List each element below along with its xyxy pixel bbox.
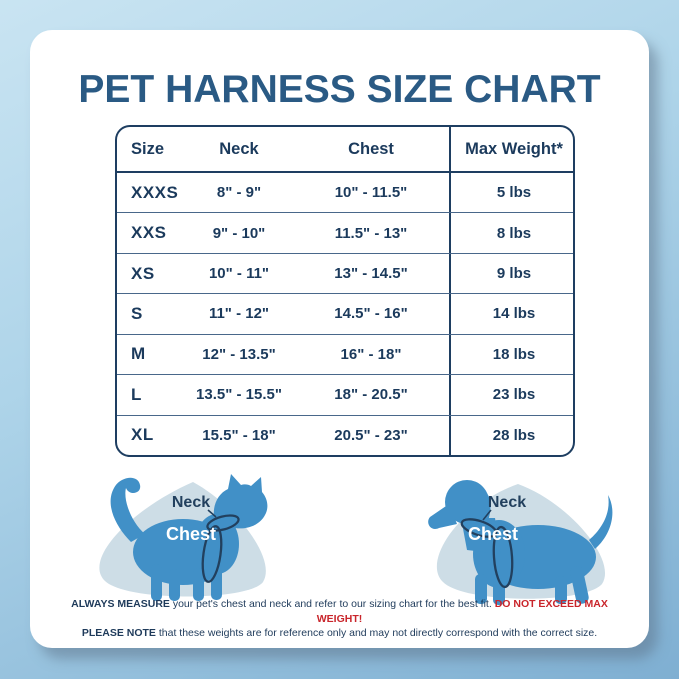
measurement-loops bbox=[201, 509, 240, 583]
column-header-max-weight: Max Weight* bbox=[449, 127, 573, 171]
max-weight-value: 14 lbs bbox=[449, 294, 573, 334]
footer-note: ALWAYS MEASURE your pet's chest and neck… bbox=[50, 597, 629, 641]
page-title: PET HARNESS SIZE CHART bbox=[78, 68, 601, 111]
dog-measurement-diagram: Neck Chest bbox=[428, 480, 613, 605]
size-value: M bbox=[131, 344, 146, 364]
footer-line-note: PLEASE NOTE that these weights are for r… bbox=[50, 626, 629, 641]
size-value: XS bbox=[131, 263, 155, 283]
chart-card: PET HARNESS SIZE CHART Size Neck Chest M… bbox=[30, 30, 649, 648]
size-value: XL bbox=[131, 425, 154, 445]
table-row: XXS 9" - 10" 11.5" - 13" 8 lbs bbox=[117, 213, 573, 254]
table-header-row: Size Neck Chest Max Weight* bbox=[117, 127, 573, 173]
footer-line-measure: ALWAYS MEASURE your pet's chest and neck… bbox=[50, 597, 629, 626]
chest-value: 16" - 18" bbox=[340, 345, 402, 363]
table-row: XS 10" - 11" 13" - 14.5" 9 lbs bbox=[117, 253, 573, 295]
always-measure-text: ALWAYS MEASURE bbox=[71, 598, 170, 610]
max-weight-value: 18 lbs bbox=[449, 334, 573, 375]
neck-value: 12" - 13.5" bbox=[202, 345, 276, 363]
neck-value: 8" - 9" bbox=[216, 184, 262, 202]
dog-neck-label: Neck bbox=[488, 494, 526, 511]
max-weight-warning-text: DO NOT EXCEED MAX WEIGHT! bbox=[316, 598, 608, 625]
table-row: L 13.5" - 15.5" 18" - 20.5" 23 lbs bbox=[117, 375, 573, 416]
dog-chest-label: Chest bbox=[468, 524, 518, 544]
max-weight-value: 23 lbs bbox=[449, 375, 573, 415]
chest-value: 18" - 20.5" bbox=[334, 386, 408, 404]
cat-chest-label: Chest bbox=[166, 524, 216, 544]
size-value: XXXS bbox=[131, 182, 179, 202]
neck-value: 10" - 11" bbox=[208, 265, 270, 283]
measurement-loops bbox=[460, 509, 514, 589]
max-weight-value: 5 lbs bbox=[449, 173, 573, 213]
size-table: Size Neck Chest Max Weight* XXXS 8" - 9"… bbox=[115, 125, 575, 457]
chest-value: 11.5" - 13" bbox=[334, 224, 408, 242]
please-note-text: PLEASE NOTE bbox=[81, 627, 156, 639]
chest-value: 20.5" - 23" bbox=[334, 426, 408, 444]
table-row: M 12" - 13.5" 16" - 18" 18 lbs bbox=[117, 334, 573, 376]
cat-neck-label: Neck bbox=[172, 494, 210, 511]
chest-value: 10" - 11.5" bbox=[334, 184, 408, 202]
size-value: S bbox=[131, 303, 143, 323]
neck-value: 9" - 10" bbox=[212, 224, 266, 242]
column-header-chest: Chest bbox=[348, 139, 394, 158]
table-row: XXXS 8" - 9" 10" - 11.5" 5 lbs bbox=[117, 173, 573, 214]
cat-measurement-diagram: Neck Chest bbox=[99, 474, 268, 601]
note-text: that these weights are for reference onl… bbox=[155, 627, 598, 639]
column-header-size: Size bbox=[131, 139, 165, 158]
max-weight-value: 9 lbs bbox=[449, 253, 573, 294]
neck-value: 13.5" - 15.5" bbox=[196, 386, 282, 404]
table-row: XL 15.5" - 18" 20.5" - 23" 28 lbs bbox=[117, 415, 573, 455]
neck-value: 11" - 12" bbox=[208, 305, 270, 323]
chest-value: 13" - 14.5" bbox=[334, 265, 408, 283]
column-header-neck: Neck bbox=[219, 139, 259, 158]
max-weight-value: 28 lbs bbox=[449, 415, 573, 455]
size-value: XXS bbox=[131, 223, 167, 243]
neck-value: 15.5" - 18" bbox=[202, 426, 276, 444]
max-weight-value: 8 lbs bbox=[449, 213, 573, 253]
measure-instruction-text: your pet's chest and neck and refer to o… bbox=[169, 598, 495, 610]
table-row: S 11" - 12" 14.5" - 16" 14 lbs bbox=[117, 294, 573, 335]
size-value: L bbox=[131, 384, 142, 404]
chest-value: 14.5" - 16" bbox=[334, 305, 408, 323]
